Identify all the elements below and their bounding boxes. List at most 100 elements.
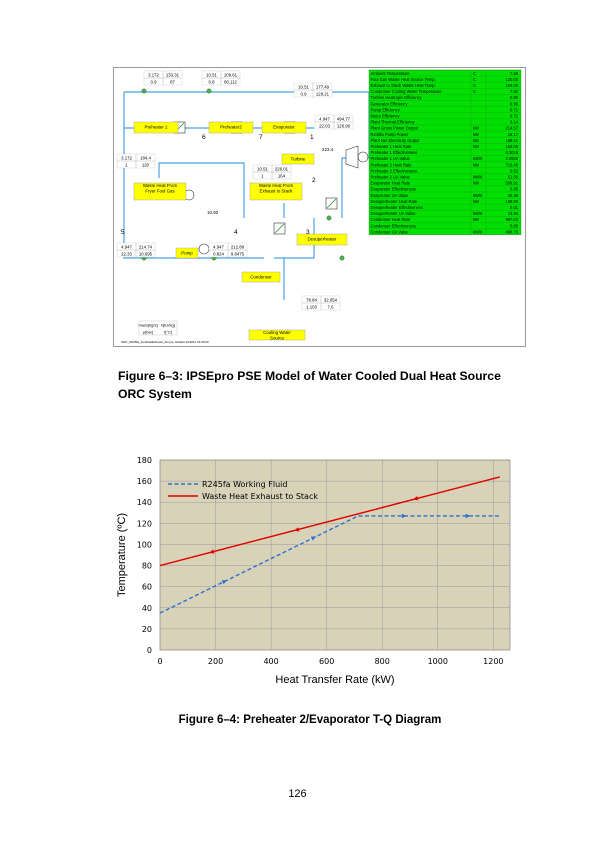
stream-h-7: 212.88: [231, 245, 245, 250]
block-6: [296, 233, 348, 246]
stream-t-7: 9.8475: [231, 252, 245, 257]
table-label-14: Preheater 1 UA Value: [371, 156, 411, 161]
table-unit-0: C: [473, 71, 476, 76]
table-value-3: 7.60: [510, 89, 519, 94]
node-number-4: 5: [121, 229, 125, 236]
table-unit-20: kW/K: [473, 193, 483, 198]
stream-mass-8: 78.84: [306, 298, 317, 303]
table-label-11: Plant Net Electricity Output: [371, 138, 421, 143]
stream-mass-1: 10.51: [206, 73, 217, 78]
y-tick-label-3: 60: [142, 583, 152, 592]
y-tick-label-8: 160: [137, 477, 152, 486]
y-tick-label-9: 180: [137, 456, 152, 465]
stream-mass-4: 3.172: [121, 156, 132, 161]
table-value-24: 997.63: [505, 217, 518, 222]
legend-p: p[bar]: [143, 330, 153, 335]
node-number-3: 2: [312, 177, 316, 184]
y-tick-label-5: 100: [137, 540, 152, 549]
table-value-1: 120.00: [505, 77, 518, 82]
series-arrow-0-0-1: [310, 536, 317, 541]
table-unit-10: kW: [473, 132, 479, 137]
node-number-5: 4: [234, 229, 238, 236]
block-1: [208, 121, 254, 134]
table-value-25: 0.80: [510, 223, 519, 228]
series-arrow-1-0-2: [412, 496, 419, 501]
table-value-7: 0.72: [510, 114, 519, 119]
turbine-icon: [345, 145, 359, 169]
table-label-4: Turbine Isentropic Efficiency: [371, 95, 423, 100]
y-tick-label-7: 140: [137, 498, 152, 507]
table-value-18: 509.91: [505, 181, 518, 186]
table-label-9: Plant Gross Power Output: [371, 126, 419, 131]
stream-p-7: 0.824: [213, 252, 224, 257]
table-value-14: 2.0592: [505, 156, 518, 161]
stream-t-5: 164: [278, 174, 286, 179]
stream-t-0: 87: [170, 80, 175, 85]
table-unit-23: kW/K: [473, 211, 483, 216]
plot-area: [159, 459, 511, 651]
block-2: [261, 121, 307, 134]
pipe-left-loop: [123, 92, 264, 259]
stream-t-2: 129.21: [316, 92, 330, 97]
block-5: [249, 182, 303, 201]
table-label-13: Preheater 1 Effectiveness: [371, 150, 418, 155]
fan-value: 10.92: [207, 210, 219, 215]
table-value-20: 42.49: [508, 193, 519, 198]
results-table: [368, 69, 522, 235]
table-label-5: Generator Efficiency: [371, 101, 409, 106]
y-tick-label-0: 0: [147, 646, 152, 655]
table-label-18: Evaporator Heat Rate: [371, 181, 411, 186]
x-tick-label-2: 400: [263, 657, 278, 666]
block-label-4: Fryer Foul Gas: [145, 189, 175, 194]
block-3: [281, 153, 315, 165]
table-label-1: Foul Gas Waste Heat Source Temp.: [371, 77, 436, 82]
block-label-9: Cooling Water: [263, 330, 291, 335]
block-7: [175, 247, 199, 259]
block-label-7: Pump: [181, 251, 193, 256]
condenser-icon-diag: [274, 223, 285, 234]
stream-mass-5: 10.51: [257, 167, 268, 172]
table-label-26: Condenser UA Value: [371, 229, 410, 234]
stream-p-4: 1: [125, 163, 128, 168]
block-label-9: Source: [270, 336, 284, 341]
table-unit-18: kW: [473, 181, 479, 186]
stream-mass-6: 4.947: [121, 245, 132, 250]
table-unit-2: C: [473, 83, 476, 88]
block-4: [133, 182, 187, 201]
x-tick-label-5: 1000: [428, 657, 448, 666]
x-tick-label-4: 800: [375, 657, 390, 666]
legend-label-1: Waste Heat Exhaust to Stack: [202, 492, 318, 501]
block-label-2: Evaporator: [273, 125, 295, 130]
table-value-21: 168.90: [505, 199, 518, 204]
block-label-5: Exhaust to Stack: [260, 189, 294, 194]
stream-h-0: 133.31: [166, 73, 180, 78]
table-value-22: 0.01: [510, 205, 519, 210]
block-label-5: Waste Heat From: [259, 183, 294, 188]
table-unit-26: kW/K: [473, 229, 483, 234]
legend-box: [138, 320, 178, 336]
table-unit-24: kW: [473, 217, 479, 222]
table-value-6: 0.71: [510, 107, 519, 112]
stream-h-8: 32.054: [324, 298, 338, 303]
stream-p-5: 1: [261, 174, 264, 179]
figure-6-4-caption: Figure 6–4: Preheater 2/Evaporator T-Q D…: [178, 714, 442, 726]
stream-h-1: 109.61: [224, 73, 238, 78]
y-tick-label-2: 40: [142, 604, 152, 613]
table-label-17: Preheater 2 UA Value: [371, 175, 411, 180]
block-label-1: Preheater2: [220, 125, 242, 130]
node-number-6: 3: [306, 229, 310, 236]
flow-marker-4: [326, 215, 332, 221]
table-value-10: 15.17: [508, 132, 519, 137]
figure-6-3-caption: Figure 6–3: IPSEpro PSE Model of Water C…: [118, 369, 501, 401]
block-label-3: Turbine: [291, 157, 306, 162]
table-label-24: Condenser Heat Rate: [371, 217, 411, 222]
table-label-20: Evaporator UA Value: [371, 193, 410, 198]
block-label-4: Waste Heat From: [143, 183, 178, 188]
y-tick-label-1: 20: [142, 625, 152, 634]
table-label-7: Motor Efficiency: [371, 114, 401, 119]
stream-p-8: 1.103: [306, 305, 317, 310]
block-8: [241, 271, 281, 283]
table-unit-12: kW: [473, 144, 479, 149]
block-label-8: Condenser: [250, 275, 272, 280]
stream-t-8: 7.6: [328, 305, 335, 310]
